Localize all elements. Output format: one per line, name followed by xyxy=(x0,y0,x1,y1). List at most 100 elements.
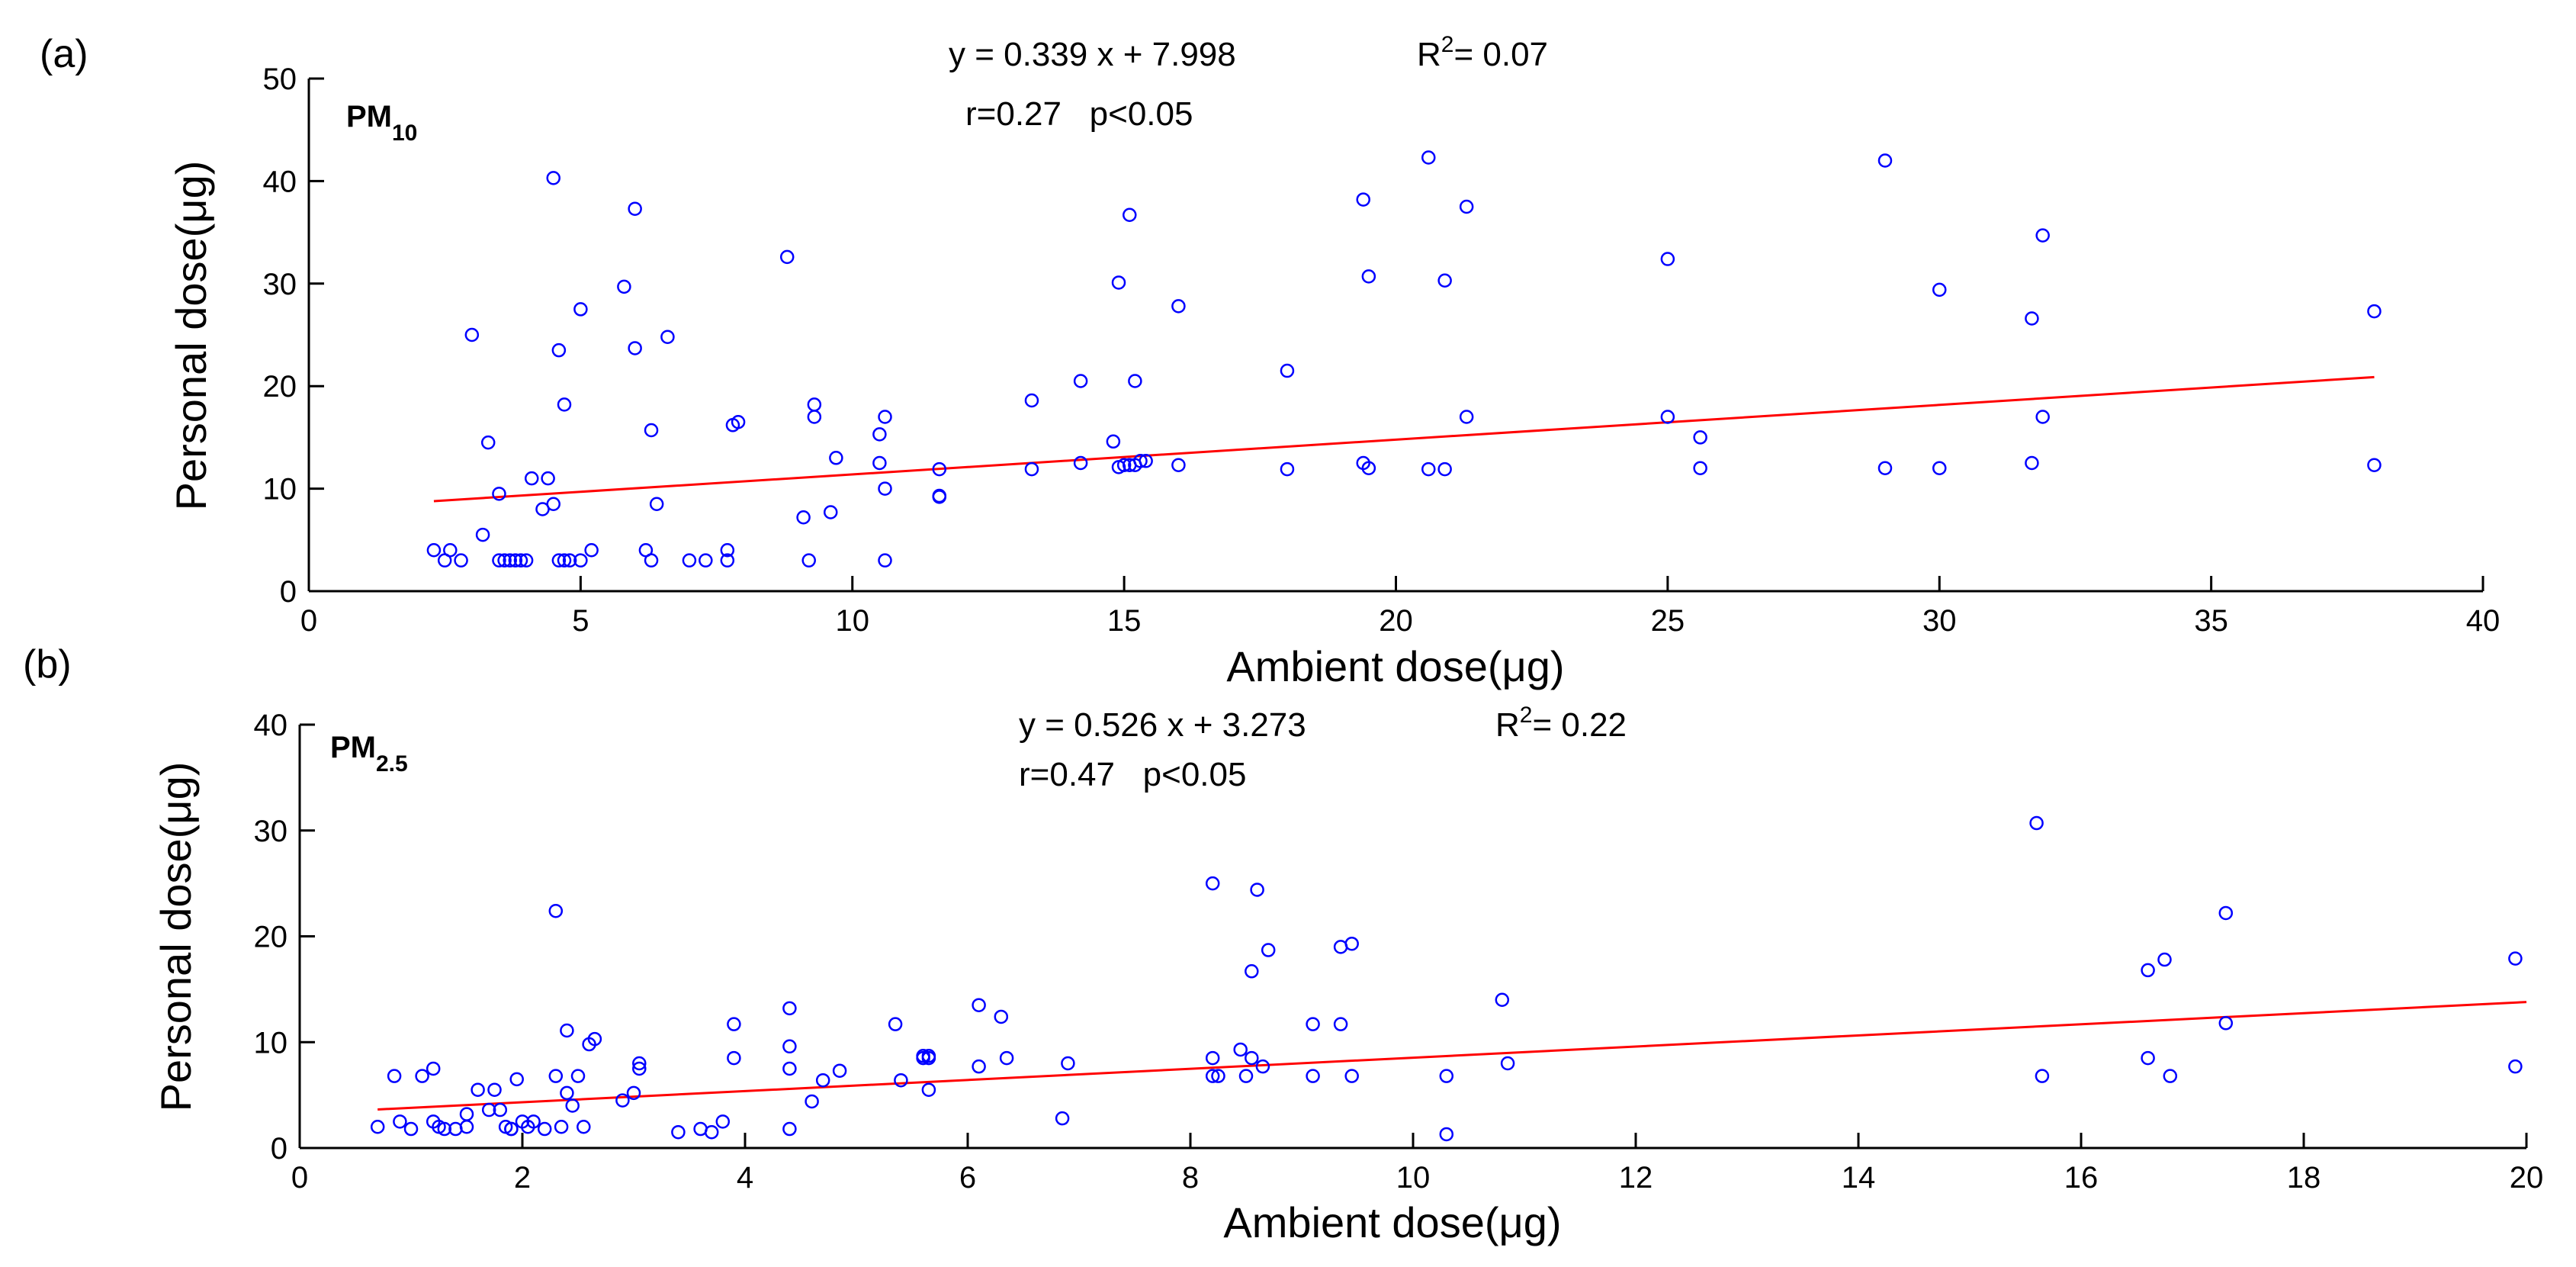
data-point xyxy=(1261,943,1276,957)
data-point xyxy=(972,998,986,1012)
data-point xyxy=(1877,153,1893,168)
points-a xyxy=(426,150,2382,568)
data-point xyxy=(823,505,838,519)
x-tick-label: 8 xyxy=(1182,1161,1199,1195)
data-point xyxy=(1280,363,1295,378)
data-point xyxy=(426,1061,441,1076)
x-tick-label: 18 xyxy=(2287,1161,2321,1195)
data-point xyxy=(615,1093,630,1108)
data-point xyxy=(704,1124,719,1140)
x-tick-label: 0 xyxy=(300,604,317,638)
x-tick-label: 4 xyxy=(737,1161,753,1195)
data-point xyxy=(570,1069,586,1083)
x-axis-title-b: Ambient dose(μg) xyxy=(1223,1198,1561,1246)
data-point xyxy=(403,1121,419,1137)
data-point xyxy=(557,553,572,568)
data-point xyxy=(632,1056,647,1071)
data-point xyxy=(617,279,631,294)
data-point xyxy=(1495,992,1510,1007)
data-point xyxy=(480,435,496,450)
data-point xyxy=(1333,1017,1348,1031)
data-point xyxy=(1205,876,1220,891)
data-point xyxy=(782,1121,797,1137)
x-tick-label: 15 xyxy=(1107,604,1142,638)
data-point xyxy=(2141,1050,2155,1066)
data-point xyxy=(2029,815,2044,831)
y-tick-label: 0 xyxy=(271,1132,287,1166)
data-point xyxy=(878,553,892,568)
data-point xyxy=(537,1121,552,1137)
data-point xyxy=(727,1050,741,1066)
data-point xyxy=(2141,963,2155,978)
data-point xyxy=(2035,228,2050,243)
data-point xyxy=(779,249,795,265)
data-point xyxy=(1932,461,1947,475)
panel-label-a: (a) xyxy=(40,32,88,76)
x-axis-title-a: Ambient dose(μg) xyxy=(1226,642,1564,690)
data-point xyxy=(524,471,539,486)
x-tick-label: 12 xyxy=(1619,1161,1653,1195)
y-tick-label: 30 xyxy=(254,815,288,848)
x-tick-label: 20 xyxy=(2510,1161,2544,1195)
data-point xyxy=(1361,461,1376,475)
x-tick-label: 30 xyxy=(1922,604,1957,638)
data-point xyxy=(426,542,442,558)
data-point xyxy=(2025,455,2039,471)
data-point xyxy=(526,1114,541,1129)
data-point xyxy=(492,553,506,568)
x-tick-label: 0 xyxy=(291,1161,308,1195)
data-point xyxy=(1344,936,1359,951)
data-point xyxy=(829,451,843,465)
data-point xyxy=(1116,458,1132,472)
data-point xyxy=(832,1063,847,1078)
data-point xyxy=(573,302,588,317)
data-point xyxy=(731,414,746,429)
data-point xyxy=(541,471,555,486)
x-tick-label: 14 xyxy=(1842,1161,1876,1195)
data-point xyxy=(1250,883,1264,897)
data-point xyxy=(1238,1069,1254,1083)
data-point xyxy=(548,903,564,918)
data-point xyxy=(1211,1069,1225,1083)
data-point xyxy=(565,1098,580,1113)
data-point xyxy=(801,553,816,568)
data-point xyxy=(2035,1069,2050,1083)
data-point xyxy=(508,553,523,568)
data-point xyxy=(932,488,947,503)
data-point xyxy=(1061,1056,1075,1071)
y-tick-label: 20 xyxy=(263,370,297,404)
data-point xyxy=(1693,461,1707,475)
data-point xyxy=(2163,1069,2178,1083)
data-point xyxy=(2367,458,2382,472)
data-point xyxy=(584,542,599,558)
x-tick-label: 10 xyxy=(1396,1161,1431,1195)
panel-b: (b) 0 2 4 6 8 10 12 14 16 18 20 0 10 20 30 40 PM2.5 y =… xyxy=(23,642,2543,1246)
data-point xyxy=(720,553,735,568)
x-tick-label: 10 xyxy=(836,604,870,638)
data-point xyxy=(1437,461,1452,477)
data-point xyxy=(1421,150,1436,165)
data-point xyxy=(551,553,567,568)
data-point xyxy=(548,1069,564,1083)
data-point xyxy=(443,542,458,558)
data-point xyxy=(471,1082,485,1097)
data-point xyxy=(2367,304,2382,319)
data-point xyxy=(972,1059,986,1074)
data-point xyxy=(504,1121,519,1137)
data-point xyxy=(1245,1050,1259,1066)
data-point xyxy=(487,1082,502,1097)
data-point xyxy=(921,1082,936,1097)
data-point xyxy=(560,1023,574,1038)
species-label-a: PM10 xyxy=(346,100,417,146)
plot-area-b: 0 2 4 6 8 10 12 14 16 18 20 0 10 20 30 40 xyxy=(254,709,2544,1195)
data-point xyxy=(2035,410,2050,424)
data-point xyxy=(999,1050,1014,1066)
data-point xyxy=(644,553,659,568)
data-point xyxy=(644,423,659,438)
data-point xyxy=(932,461,947,477)
data-point xyxy=(562,553,577,568)
data-point xyxy=(459,1107,474,1121)
data-point xyxy=(2218,1016,2234,1031)
y-tick-label: 10 xyxy=(263,473,297,506)
data-point xyxy=(1877,461,1893,475)
